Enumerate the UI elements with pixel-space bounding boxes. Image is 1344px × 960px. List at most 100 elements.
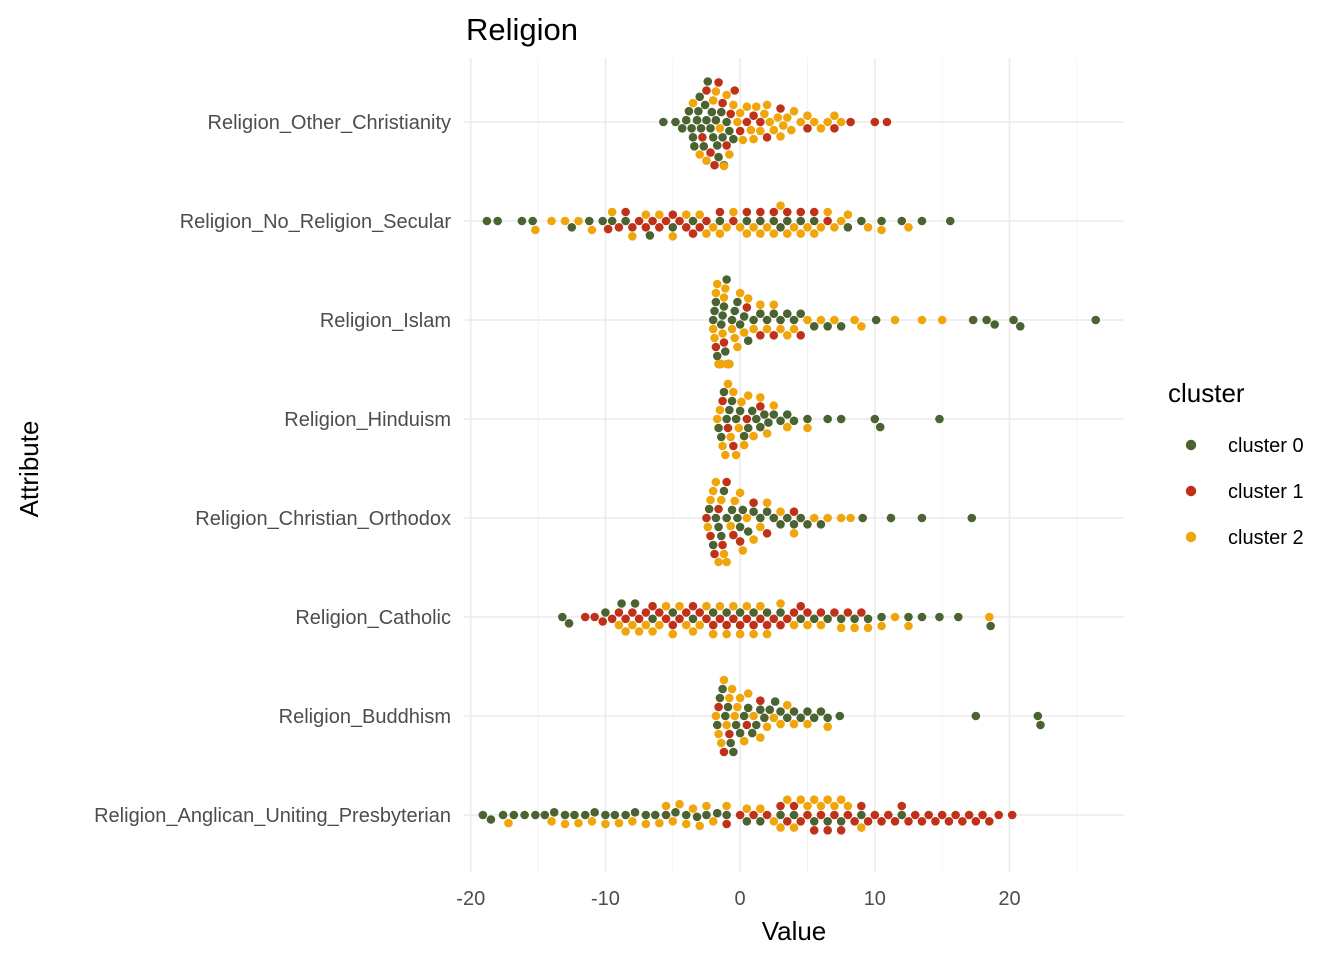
point-cluster-0-religion-christian-orthodox xyxy=(738,505,748,515)
point-cluster-2-religion-other-christianity xyxy=(836,117,846,127)
point-cluster-2-religion-islam xyxy=(718,329,727,338)
point-cluster-2-religion-no-religion-secular xyxy=(729,207,738,217)
point-cluster-0-religion-other-christianity xyxy=(706,124,715,133)
point-cluster-0-religion-catholic xyxy=(776,608,785,617)
point-cluster-2-religion-other-christianity xyxy=(695,150,705,159)
point-cluster-2-religion-no-religion-secular xyxy=(722,223,731,232)
point-cluster-2-religion-catholic xyxy=(749,629,758,639)
point-cluster-0-religion-buddhism xyxy=(765,705,775,714)
point-cluster-0-religion-buddhism xyxy=(816,707,826,716)
point-cluster-0-religion-islam xyxy=(762,315,772,325)
point-cluster-2-religion-islam xyxy=(710,333,719,343)
point-cluster-0-religion-anglican-uniting-presbyterian xyxy=(722,810,731,820)
point-cluster-2-religion-anglican-uniting-presbyterian xyxy=(816,801,826,811)
point-cluster-1-religion-no-religion-secular xyxy=(695,223,705,232)
point-cluster-1-religion-no-religion-secular xyxy=(782,207,792,217)
point-cluster-2-religion-catholic xyxy=(621,627,630,636)
point-cluster-2-religion-islam xyxy=(708,324,718,334)
point-cluster-0-religion-islam xyxy=(722,275,731,284)
point-cluster-2-religion-other-christianity xyxy=(769,125,779,135)
point-cluster-2-religion-islam xyxy=(803,315,812,325)
y-tick-label-religion-islam: Religion_Islam xyxy=(320,310,451,332)
point-cluster-2-religion-no-religion-secular xyxy=(560,216,570,226)
chart-title: Religion xyxy=(466,12,578,47)
point-cluster-1-religion-catholic xyxy=(762,620,772,630)
point-cluster-0-religion-catholic xyxy=(735,608,745,617)
point-cluster-2-religion-anglican-uniting-presbyterian xyxy=(809,795,819,804)
point-cluster-2-religion-catholic xyxy=(614,620,624,630)
point-cluster-2-religion-hinduism xyxy=(756,393,765,402)
point-cluster-2-religion-hinduism xyxy=(762,429,772,438)
point-cluster-2-religion-buddhism xyxy=(727,684,737,694)
point-cluster-0-religion-other-christianity xyxy=(700,100,710,110)
point-cluster-2-religion-other-christianity xyxy=(711,87,721,96)
point-cluster-2-religion-no-religion-secular xyxy=(863,223,873,232)
point-cluster-0-religion-islam xyxy=(871,315,881,325)
point-cluster-0-religion-other-christianity xyxy=(690,142,699,151)
point-cluster-0-religion-christian-orthodox xyxy=(789,520,799,529)
point-cluster-2-religion-christian-orthodox xyxy=(719,549,729,559)
point-cluster-1-religion-anglican-uniting-presbyterian xyxy=(843,810,853,820)
legend: cluster cluster 0 cluster 1 cluster 2 xyxy=(1168,378,1304,549)
point-cluster-0-religion-hinduism xyxy=(782,410,792,419)
point-cluster-0-religion-catholic xyxy=(708,608,718,617)
point-cluster-1-religion-catholic xyxy=(675,614,684,624)
point-cluster-2-religion-islam xyxy=(712,279,722,289)
point-cluster-0-religion-islam xyxy=(710,306,719,316)
point-cluster-0-religion-buddhism xyxy=(751,720,761,730)
point-cluster-2-religion-christian-orthodox xyxy=(823,513,832,523)
point-cluster-2-religion-catholic xyxy=(985,612,994,622)
point-cluster-2-religion-no-religion-secular xyxy=(877,225,886,235)
point-cluster-0-religion-anglican-uniting-presbyterian xyxy=(742,817,752,826)
point-cluster-2-religion-no-religion-secular xyxy=(823,207,832,217)
point-cluster-0-religion-no-religion-secular xyxy=(517,216,527,226)
point-cluster-0-religion-catholic xyxy=(762,608,772,617)
point-cluster-0-religion-islam xyxy=(769,309,779,319)
point-cluster-1-religion-catholic xyxy=(655,608,664,617)
point-cluster-1-religion-other-christianity xyxy=(762,133,772,142)
point-cluster-1-religion-anglican-uniting-presbyterian xyxy=(994,810,1004,820)
point-cluster-1-religion-islam xyxy=(711,342,721,352)
point-cluster-0-religion-islam xyxy=(789,315,799,325)
point-cluster-0-religion-anglican-uniting-presbyterian xyxy=(823,817,832,826)
point-cluster-0-religion-islam xyxy=(718,311,727,320)
point-cluster-0-religion-buddhism xyxy=(723,702,733,712)
point-cluster-0-religion-islam xyxy=(1091,315,1101,325)
x-axis-tick-labels: -20 -10 0 10 20 xyxy=(456,888,1020,910)
point-cluster-0-religion-anglican-uniting-presbyterian xyxy=(570,810,579,820)
point-cluster-0-religion-catholic xyxy=(630,599,640,608)
point-cluster-0-religion-christian-orthodox xyxy=(917,513,927,523)
point-cluster-0-religion-other-christianity xyxy=(694,106,703,116)
point-cluster-2-religion-anglican-uniting-presbyterian xyxy=(830,801,839,811)
point-cluster-2-religion-hinduism xyxy=(769,401,779,410)
point-cluster-0-religion-buddhism xyxy=(789,707,799,716)
point-cluster-0-religion-hinduism xyxy=(870,414,880,424)
point-cluster-0-religion-no-religion-secular xyxy=(756,216,765,226)
point-cluster-2-religion-buddhism xyxy=(714,729,723,739)
point-cluster-1-religion-other-christianity xyxy=(803,124,812,133)
point-cluster-1-religion-catholic xyxy=(857,608,866,617)
point-cluster-2-religion-no-religion-secular xyxy=(681,210,691,219)
point-cluster-1-religion-other-christianity xyxy=(710,160,719,170)
point-cluster-0-religion-no-religion-secular xyxy=(857,216,866,226)
point-cluster-2-religion-other-christianity xyxy=(725,150,734,159)
point-cluster-2-religion-christian-orthodox xyxy=(726,521,735,531)
point-cluster-0-religion-anglican-uniting-presbyterian xyxy=(509,810,519,820)
point-cluster-2-religion-catholic xyxy=(863,623,873,633)
point-cluster-1-religion-no-religion-secular xyxy=(614,223,624,232)
point-cluster-0-religion-other-christianity xyxy=(708,133,718,142)
point-cluster-2-religion-no-religion-secular xyxy=(702,229,711,238)
point-cluster-2-religion-buddhism xyxy=(733,702,742,712)
point-cluster-2-religion-hinduism xyxy=(737,397,746,407)
point-cluster-0-religion-hinduism xyxy=(769,410,779,419)
point-cluster-1-religion-anglican-uniting-presbyterian xyxy=(951,810,960,820)
point-cluster-2-religion-buddhism xyxy=(749,711,758,721)
point-cluster-0-religion-no-religion-secular xyxy=(945,216,955,226)
point-cluster-2-religion-other-christianity xyxy=(778,121,788,130)
point-cluster-2-religion-anglican-uniting-presbyterian xyxy=(628,817,637,826)
point-cluster-0-religion-buddhism xyxy=(715,693,725,703)
point-cluster-0-religion-catholic xyxy=(809,614,819,624)
point-cluster-2-religion-catholic xyxy=(681,620,691,630)
point-cluster-0-religion-catholic xyxy=(749,608,758,617)
